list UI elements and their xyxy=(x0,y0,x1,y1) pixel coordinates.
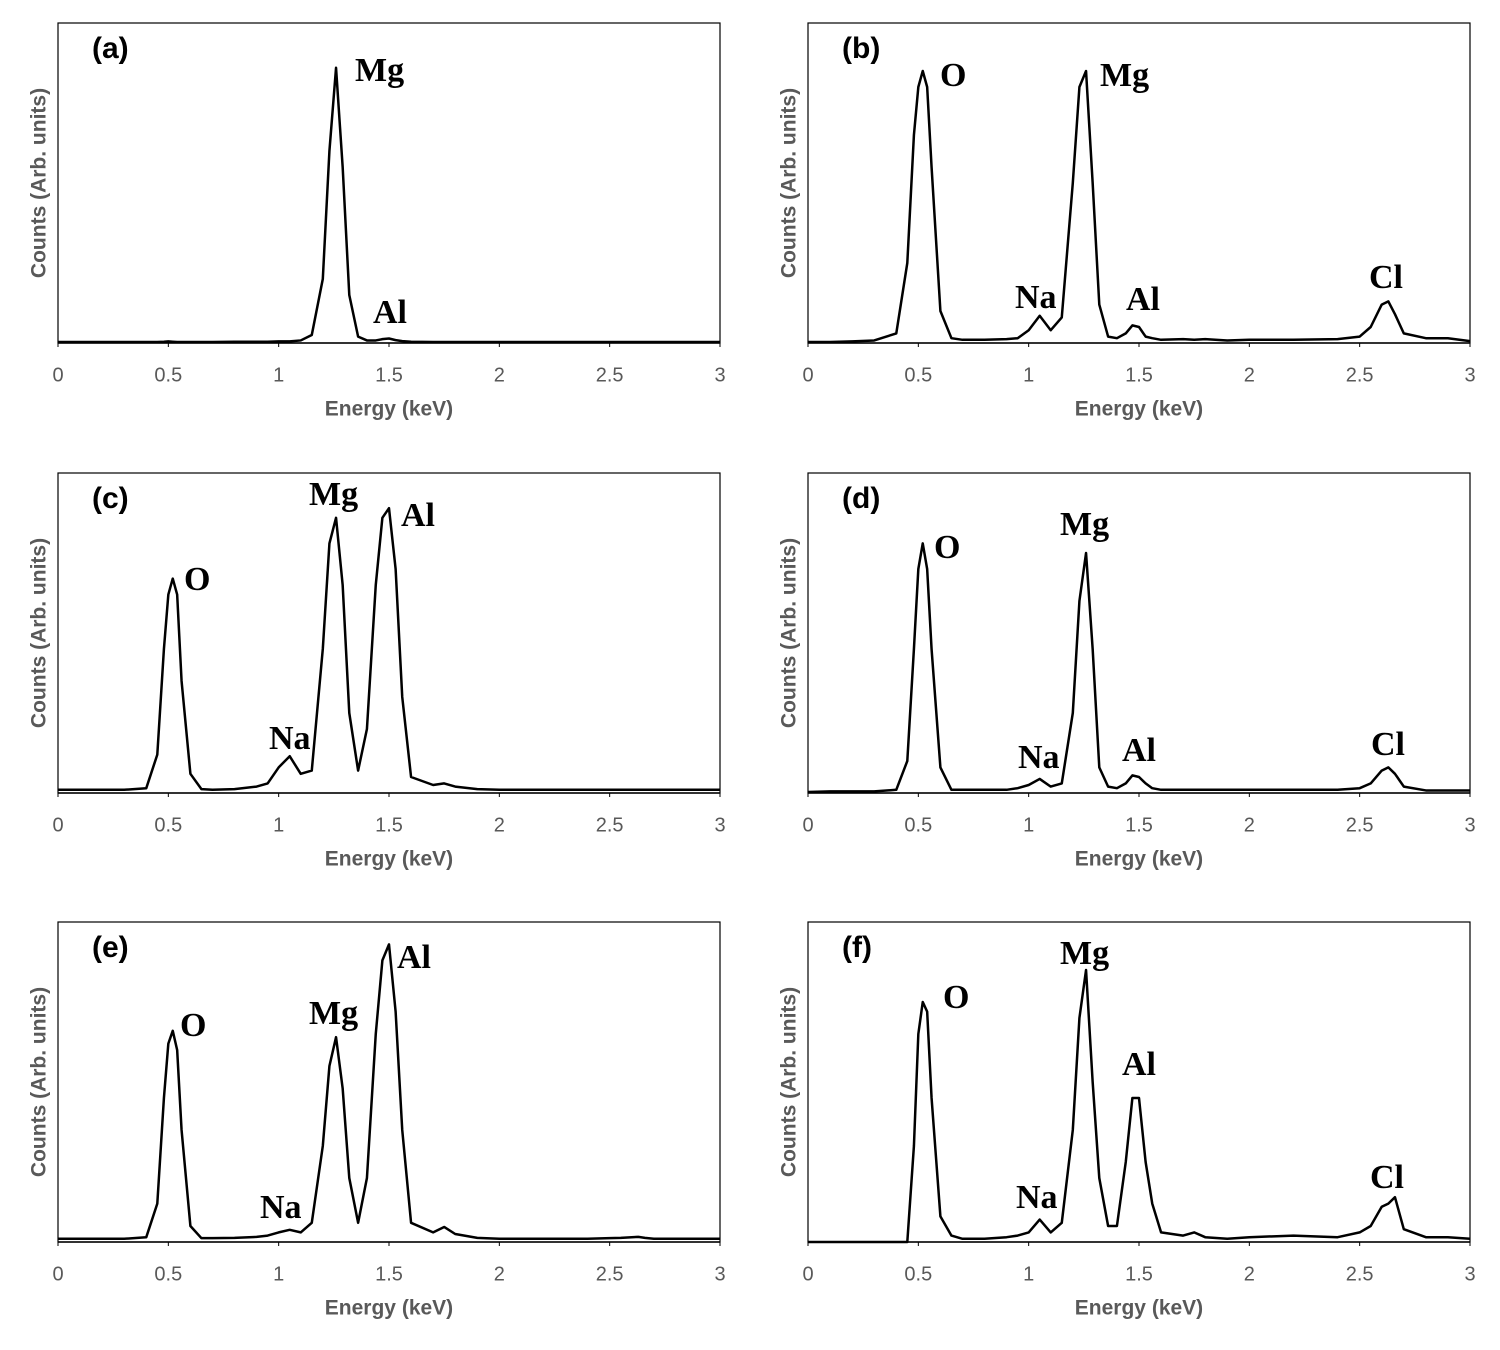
x-tick-label: 1 xyxy=(273,1263,284,1285)
panel-label: (e) xyxy=(92,931,129,964)
x-tick-label: 2.5 xyxy=(596,814,624,836)
panel: 0 0.5 1 1.5 2 2.5 3 Energy (keV) Counts (Arb. un… xyxy=(778,921,1476,1320)
x-tick-label: 1.5 xyxy=(1125,1263,1153,1285)
panel: 0 0.5 1 1.5 2 2.5 3 Energy (keV) Counts (Arb. un… xyxy=(778,22,1476,421)
x-axis-title: Energy (keV) xyxy=(325,398,453,421)
x-tick-label: 1 xyxy=(1023,814,1034,836)
peak-label: Mg xyxy=(309,476,358,513)
x-tick-label: 0.5 xyxy=(904,364,932,386)
peak-label: O xyxy=(940,57,966,94)
peak-label: Al xyxy=(373,294,407,331)
spectrum-line xyxy=(58,66,720,344)
peak-label: Mg xyxy=(1060,935,1109,972)
x-tick-label: 2.5 xyxy=(1346,1263,1374,1285)
x-tick-label: 3 xyxy=(1464,1263,1475,1285)
peak-label: O xyxy=(934,529,960,566)
x-tick-label: 0 xyxy=(52,364,63,386)
peak-label: Al xyxy=(401,497,435,534)
x-tick-label: 2 xyxy=(494,814,505,836)
peak-label: Cl xyxy=(1371,726,1405,763)
x-tick-label: 2.5 xyxy=(1346,814,1374,836)
spectrum-line xyxy=(58,506,720,792)
panel-label: (c) xyxy=(92,482,129,515)
panel: 0 0.5 1 1.5 2 2.5 3 Energy (keV) Counts (Arb. un… xyxy=(28,22,726,421)
x-tick-label: 1.5 xyxy=(375,364,403,386)
x-tick-label: 0 xyxy=(802,814,813,836)
x-axis-title: Energy (keV) xyxy=(1075,398,1203,421)
x-tick-label: 2 xyxy=(494,1263,505,1285)
peak-label: Na xyxy=(1015,279,1057,316)
x-tick-label: 0.5 xyxy=(904,814,932,836)
peak-label: Na xyxy=(1016,1179,1058,1216)
peak-label: Na xyxy=(269,720,311,757)
peak-label: Al xyxy=(1122,732,1156,769)
x-tick-label: 1 xyxy=(273,814,284,836)
panel-label: (a) xyxy=(92,32,129,65)
y-axis-title: Counts (Arb. units) xyxy=(28,987,51,1177)
x-tick-label: 0.5 xyxy=(154,364,182,386)
peak-label: Mg xyxy=(355,52,404,89)
x-tick-label: 3 xyxy=(1464,814,1475,836)
x-tick-label: 0.5 xyxy=(904,1263,932,1285)
x-tick-label: 0 xyxy=(52,814,63,836)
peak-label: Mg xyxy=(1060,506,1109,543)
x-tick-label: 1.5 xyxy=(1125,814,1153,836)
panel-label: (f) xyxy=(842,931,872,964)
panel: 0 0.5 1 1.5 2 2.5 3 Energy (keV) Counts (Arb. un… xyxy=(28,921,726,1320)
x-axis-title: Energy (keV) xyxy=(325,848,453,871)
peak-label: Al xyxy=(397,939,431,976)
x-tick-label: 0.5 xyxy=(154,1263,182,1285)
y-axis-title: Counts (Arb. units) xyxy=(28,538,51,728)
peak-label: O xyxy=(943,979,969,1016)
y-axis-title: Counts (Arb. units) xyxy=(778,987,801,1177)
x-axis-title: Energy (keV) xyxy=(325,1297,453,1320)
x-tick-label: 3 xyxy=(714,1263,725,1285)
peak-label: Cl xyxy=(1369,259,1403,296)
x-tick-label: 0.5 xyxy=(154,814,182,836)
peak-label: Mg xyxy=(1100,57,1149,94)
peak-label: O xyxy=(184,561,210,598)
spectrum-line xyxy=(808,69,1471,344)
spectrum-line xyxy=(807,542,1470,794)
peak-label: Mg xyxy=(309,995,358,1032)
panel: 0 0.5 1 1.5 2 2.5 3 Energy (keV) Counts (Arb. un… xyxy=(28,472,726,871)
x-tick-label: 0 xyxy=(802,1263,813,1285)
x-tick-label: 1.5 xyxy=(1125,364,1153,386)
panel-label: (d) xyxy=(842,482,880,515)
x-tick-label: 3 xyxy=(714,364,725,386)
spectrum-line xyxy=(808,968,1471,1244)
y-axis-title: Counts (Arb. units) xyxy=(28,88,51,278)
x-tick-label: 2 xyxy=(1244,364,1255,386)
peak-label: Al xyxy=(1122,1046,1156,1083)
spectrum-line xyxy=(58,943,720,1241)
x-tick-label: 1.5 xyxy=(375,814,403,836)
y-axis-title: Counts (Arb. units) xyxy=(778,538,801,728)
x-tick-label: 0 xyxy=(52,1263,63,1285)
peak-label: O xyxy=(180,1007,206,1044)
x-tick-label: 1 xyxy=(1023,364,1034,386)
x-tick-label: 2 xyxy=(494,364,505,386)
y-axis-title: Counts (Arb. units) xyxy=(778,88,801,278)
x-tick-label: 2 xyxy=(1244,814,1255,836)
peak-label: Na xyxy=(260,1189,302,1226)
x-tick-label: 3 xyxy=(1464,364,1475,386)
x-tick-label: 2 xyxy=(1244,1263,1255,1285)
peak-label: Na xyxy=(1018,739,1060,776)
x-tick-label: 2.5 xyxy=(596,1263,624,1285)
x-tick-label: 2.5 xyxy=(1346,364,1374,386)
panel: 0 0.5 1 1.5 2 2.5 3 Energy (keV) Counts (Arb. un… xyxy=(778,472,1476,871)
x-tick-label: 0 xyxy=(802,364,813,386)
x-tick-label: 2.5 xyxy=(596,364,624,386)
x-tick-label: 1 xyxy=(1023,1263,1034,1285)
x-tick-label: 1 xyxy=(273,364,284,386)
panel-label: (b) xyxy=(842,32,880,65)
x-tick-label: 1.5 xyxy=(375,1263,403,1285)
peak-label: Cl xyxy=(1370,1159,1404,1196)
peak-label: Al xyxy=(1126,281,1160,318)
x-tick-label: 3 xyxy=(714,814,725,836)
x-axis-title: Energy (keV) xyxy=(1075,848,1203,871)
x-axis-title: Energy (keV) xyxy=(1075,1297,1203,1320)
